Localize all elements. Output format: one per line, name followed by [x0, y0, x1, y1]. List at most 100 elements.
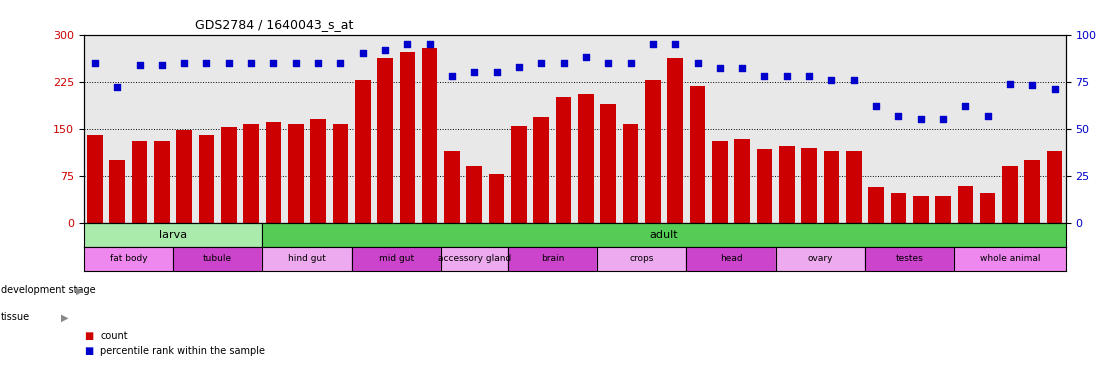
Bar: [868, 187, 884, 223]
Bar: [266, 122, 281, 223]
Bar: [1002, 166, 1018, 223]
Point: [532, 60, 550, 66]
Bar: [109, 160, 125, 223]
Bar: [400, 52, 415, 223]
Text: tubule: tubule: [203, 254, 232, 263]
Bar: [578, 94, 594, 223]
Point: [979, 113, 997, 119]
Bar: [84, 223, 262, 247]
Bar: [623, 124, 638, 223]
Text: count: count: [100, 331, 128, 341]
Point: [889, 113, 907, 119]
Point: [131, 61, 148, 68]
Point: [912, 116, 930, 122]
Bar: [511, 126, 527, 223]
Point: [421, 41, 439, 47]
Bar: [757, 149, 772, 223]
Point: [711, 65, 729, 71]
Bar: [422, 48, 437, 223]
Text: head: head: [720, 254, 742, 263]
Point: [86, 60, 104, 66]
Text: GDS2784 / 1640043_s_at: GDS2784 / 1640043_s_at: [195, 18, 354, 31]
Point: [822, 77, 840, 83]
Point: [800, 73, 818, 79]
Point: [1046, 86, 1064, 92]
Text: hind gut: hind gut: [288, 254, 326, 263]
Bar: [154, 141, 170, 223]
Bar: [734, 139, 750, 223]
Text: mid gut: mid gut: [378, 254, 414, 263]
Point: [845, 77, 863, 83]
Bar: [824, 151, 839, 223]
Bar: [935, 197, 951, 223]
Point: [756, 73, 773, 79]
Bar: [533, 118, 549, 223]
Text: adult: adult: [650, 230, 679, 240]
Bar: [288, 124, 304, 223]
Point: [443, 73, 461, 79]
Text: fat body: fat body: [109, 254, 147, 263]
Bar: [355, 80, 371, 223]
Bar: [199, 135, 214, 223]
Bar: [667, 58, 683, 223]
Text: ovary: ovary: [808, 254, 833, 263]
Point: [264, 60, 282, 66]
Point: [733, 65, 751, 71]
Point: [934, 116, 952, 122]
Bar: [1047, 151, 1062, 223]
Bar: [801, 147, 817, 223]
Bar: [891, 193, 906, 223]
Bar: [489, 174, 504, 223]
Bar: [913, 197, 929, 223]
Point: [1001, 80, 1019, 86]
Text: tissue: tissue: [1, 312, 30, 322]
Point: [198, 60, 215, 66]
Bar: [441, 247, 508, 271]
Text: ▶: ▶: [76, 286, 84, 296]
Bar: [954, 247, 1066, 271]
Bar: [556, 97, 571, 223]
Text: testes: testes: [896, 254, 923, 263]
Bar: [686, 247, 776, 271]
Point: [108, 84, 126, 90]
Bar: [262, 223, 1066, 247]
Bar: [980, 193, 995, 223]
Bar: [1024, 160, 1040, 223]
Text: brain: brain: [541, 254, 564, 263]
Bar: [776, 247, 865, 271]
Text: whole animal: whole animal: [980, 254, 1040, 263]
Point: [309, 60, 327, 66]
Bar: [690, 86, 705, 223]
Bar: [377, 58, 393, 223]
Point: [376, 46, 394, 53]
Bar: [173, 247, 262, 271]
Point: [622, 60, 639, 66]
Point: [510, 63, 528, 70]
Point: [644, 41, 662, 47]
Text: ■: ■: [84, 331, 93, 341]
Point: [867, 103, 885, 109]
Point: [242, 60, 260, 66]
Text: percentile rank within the sample: percentile rank within the sample: [100, 346, 266, 356]
Bar: [176, 130, 192, 223]
Point: [398, 41, 416, 47]
Bar: [132, 141, 147, 223]
Text: crops: crops: [629, 254, 654, 263]
Bar: [597, 247, 686, 271]
Bar: [508, 247, 597, 271]
Point: [666, 41, 684, 47]
Bar: [846, 151, 862, 223]
Bar: [87, 135, 103, 223]
Bar: [333, 124, 348, 223]
Point: [488, 69, 506, 75]
Text: accessory gland: accessory gland: [437, 254, 511, 263]
Point: [1023, 82, 1041, 88]
Point: [577, 54, 595, 60]
Point: [153, 61, 171, 68]
Bar: [352, 247, 441, 271]
Bar: [444, 151, 460, 223]
Point: [778, 73, 796, 79]
Bar: [865, 247, 954, 271]
Point: [555, 60, 573, 66]
Bar: [310, 119, 326, 223]
